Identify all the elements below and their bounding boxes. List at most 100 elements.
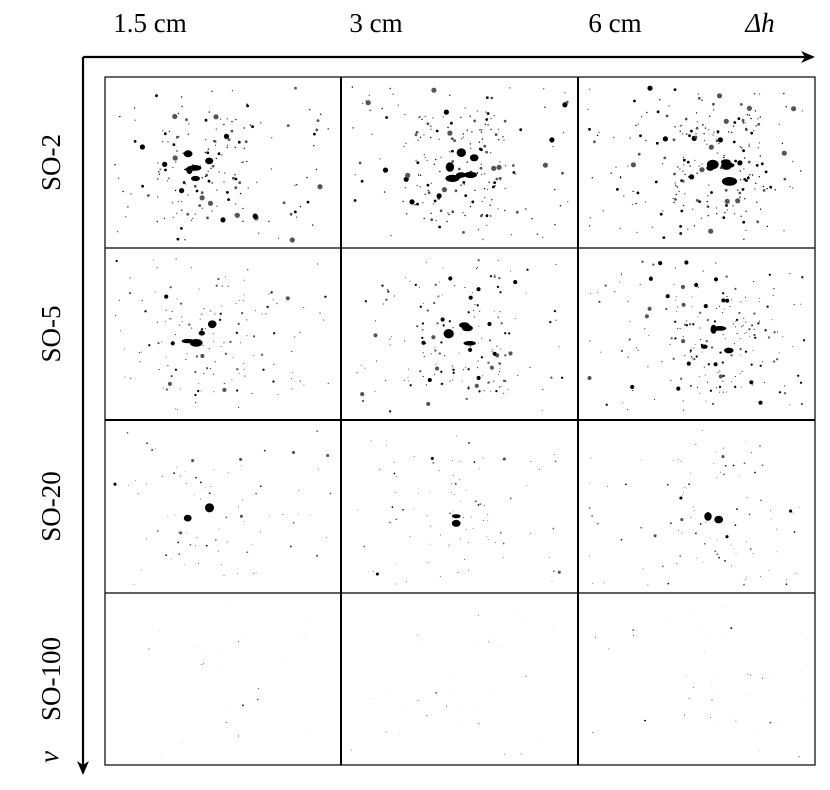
speckle: [722, 292, 724, 294]
speckle: [158, 171, 159, 172]
speckle: [226, 722, 227, 723]
speckle: [697, 387, 698, 388]
speckle: [526, 676, 527, 677]
speckle: [127, 206, 128, 207]
speckle: [405, 187, 406, 188]
speckle: [418, 493, 419, 494]
speckle: [434, 374, 435, 375]
speckle: [633, 100, 636, 103]
speckle: [686, 320, 687, 321]
speckle: [191, 220, 192, 221]
speckle: [292, 388, 293, 389]
speckle: [427, 184, 430, 187]
speckle: [219, 319, 221, 321]
speckle: [706, 340, 708, 342]
speckle: [214, 313, 215, 314]
speckle: [677, 306, 678, 307]
column-label: 6 cm: [588, 8, 641, 38]
speckle: [682, 133, 683, 134]
speckle-cluster: [184, 150, 193, 157]
speckle: [482, 239, 483, 240]
speckle: [449, 512, 451, 514]
speckle: [696, 558, 697, 559]
speckle: [736, 508, 738, 510]
speckle: [478, 723, 479, 724]
speckle: [699, 376, 700, 377]
speckle: [428, 191, 431, 194]
speckle: [769, 186, 772, 189]
speckle: [760, 576, 761, 577]
speckle: [225, 353, 227, 355]
speckle: [775, 189, 776, 190]
speckle: [630, 385, 634, 389]
speckle: [236, 303, 237, 304]
speckle-cluster: [701, 345, 708, 349]
speckle: [458, 353, 459, 354]
speckle: [467, 130, 468, 131]
speckle: [238, 181, 241, 184]
speckle: [616, 188, 619, 191]
speckle: [439, 281, 440, 282]
speckle: [227, 198, 230, 201]
speckle: [526, 292, 527, 293]
speckle: [452, 379, 453, 380]
speckle: [690, 517, 691, 518]
speckle: [674, 126, 675, 127]
speckle: [402, 509, 404, 511]
speckle: [717, 133, 718, 134]
speckle: [206, 367, 208, 369]
speckle: [440, 209, 443, 212]
speckle: [389, 410, 391, 412]
speckle: [754, 329, 755, 330]
speckle: [432, 462, 434, 464]
speckle: [194, 371, 196, 373]
speckle: [473, 310, 474, 311]
speckle: [666, 294, 670, 298]
speckle: [497, 286, 499, 288]
speckle: [450, 122, 453, 125]
speckle: [167, 141, 168, 142]
speckle: [676, 311, 677, 312]
speckle: [500, 311, 501, 312]
speckle: [766, 188, 767, 189]
speckle: [691, 356, 692, 357]
speckle: [216, 158, 217, 159]
speckle: [701, 351, 702, 352]
speckle: [435, 364, 436, 365]
speckle: [323, 319, 324, 320]
speckle: [478, 326, 479, 327]
speckle: [404, 114, 405, 115]
speckle: [725, 338, 726, 339]
speckle: [248, 187, 249, 188]
speckle: [486, 225, 487, 226]
speckle: [239, 373, 240, 374]
speckle: [760, 209, 761, 210]
speckle: [698, 287, 699, 288]
speckle: [734, 213, 735, 214]
speckle: [695, 133, 696, 134]
speckle: [417, 635, 418, 636]
speckle: [503, 457, 506, 460]
speckle: [629, 321, 630, 322]
speckle: [673, 173, 676, 176]
speckle: [690, 385, 692, 387]
speckle: [748, 145, 749, 146]
speckle: [166, 310, 167, 311]
speckle: [734, 343, 735, 344]
speckle: [591, 515, 593, 517]
speckle: [789, 273, 790, 274]
speckle: [513, 171, 516, 174]
speckle: [713, 463, 714, 464]
speckle: [519, 128, 522, 131]
speckle: [800, 382, 802, 384]
speckle: [423, 134, 424, 135]
speckle: [324, 296, 326, 298]
speckle: [656, 142, 659, 145]
speckle: [521, 754, 522, 755]
speckle: [701, 163, 702, 164]
speckle: [306, 177, 307, 178]
speckle: [223, 181, 224, 182]
speckle: [686, 488, 687, 489]
speckle: [176, 258, 177, 259]
